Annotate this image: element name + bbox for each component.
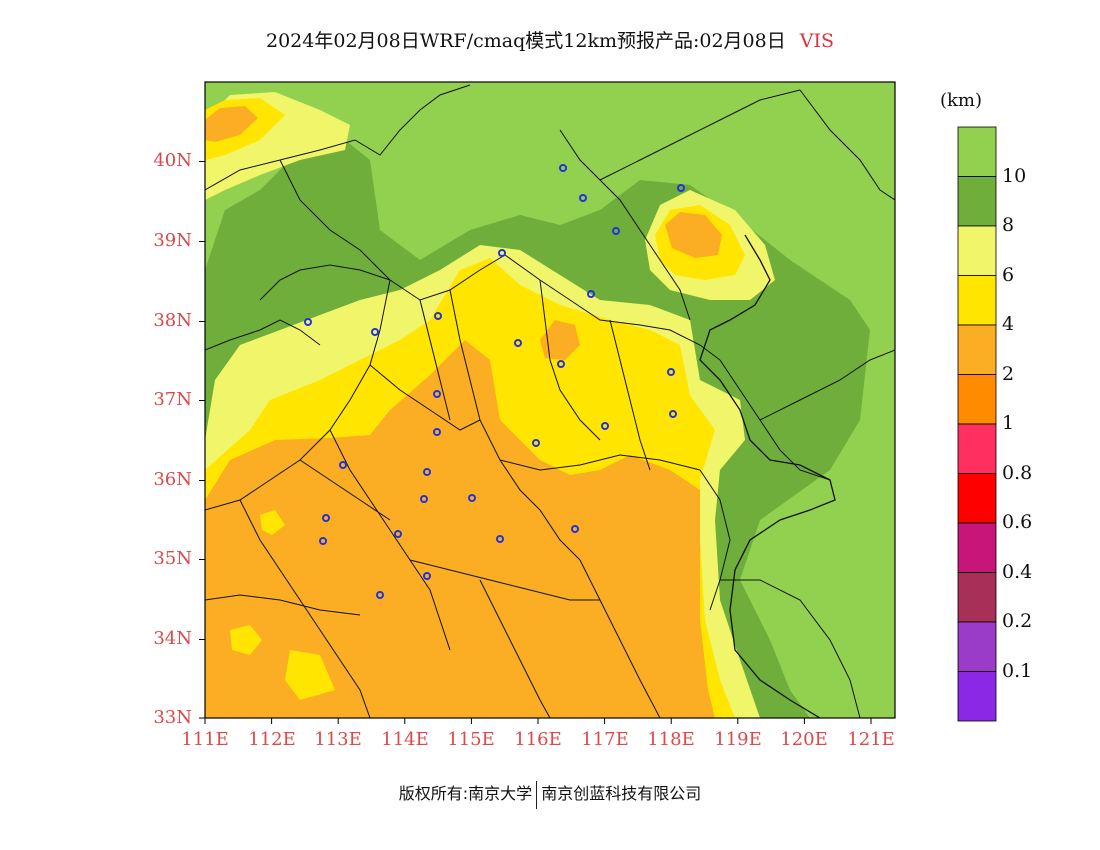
copyright-footer: 版权所有:南京大学 南京创蓝科技有限公司 — [0, 780, 1100, 809]
legend-label: 2 — [1002, 362, 1015, 385]
station-marker — [371, 328, 379, 336]
station-marker — [434, 312, 442, 320]
station-marker — [339, 461, 347, 469]
station-marker — [496, 535, 504, 543]
lon-label-115e: 115E — [447, 729, 495, 750]
station-marker — [612, 227, 620, 235]
lon-label-118e: 118E — [647, 729, 695, 750]
variable-label: VIS — [799, 30, 834, 52]
legend-label: 0.1 — [1002, 659, 1033, 682]
lat-label-33n: 33N — [153, 707, 192, 728]
legend-swatch — [957, 324, 997, 375]
legend-label: 8 — [1002, 214, 1015, 236]
legend-swatch — [957, 671, 997, 722]
copyright-separator — [536, 780, 538, 809]
legend-swatch — [957, 473, 997, 524]
station-marker — [376, 591, 384, 599]
vis-patch-4-6 — [230, 625, 262, 655]
station-marker — [557, 360, 565, 368]
legend-label: 10 — [1002, 164, 1027, 187]
legend-swatch — [957, 225, 997, 276]
station-markers — [304, 164, 685, 599]
legend-swatch — [957, 275, 997, 326]
station-marker — [587, 290, 595, 298]
map-title: 2024年02月08日WRF/cmaq模式12km预报产品:02月08日 VIS — [0, 26, 1100, 53]
vis-patch-4-6-c — [285, 650, 335, 700]
lat-label-37n: 37N — [153, 389, 192, 410]
lon-label-111e: 111E — [181, 729, 229, 750]
legend-label: 6 — [1002, 263, 1015, 286]
legend-label: 1 — [1002, 412, 1015, 434]
station-marker — [601, 422, 609, 430]
station-marker — [468, 494, 476, 502]
lat-label-38n: 38N — [153, 310, 192, 331]
legend-label: 4 — [1002, 313, 1015, 335]
station-marker — [514, 339, 522, 347]
lon-label-120e: 120E — [780, 729, 828, 750]
legend-label: 0.8 — [1002, 461, 1033, 484]
lon-label-117e: 117E — [581, 729, 629, 750]
station-marker — [667, 368, 675, 376]
legend-swatch — [957, 423, 997, 474]
vis-zone-2-4 — [205, 340, 715, 718]
station-marker — [322, 514, 330, 522]
legend-colorbar — [957, 126, 997, 722]
lon-label-116e: 116E — [514, 729, 562, 750]
vis-zone-2-4-ne — [665, 212, 722, 258]
station-marker — [394, 530, 402, 538]
copyright-left: 版权所有:南京大学 — [398, 784, 533, 803]
vis-patch-4-6-b — [260, 510, 285, 535]
title-text: 2024年02月08日WRF/cmaq模式12km预报产品:02月08日 — [266, 30, 786, 52]
vis-zone-2-4-center — [540, 320, 580, 360]
vis-zone-2-4-nw — [205, 106, 258, 142]
legend-label: 0.2 — [1002, 610, 1033, 632]
station-marker — [579, 194, 587, 202]
station-marker — [532, 439, 540, 447]
station-marker — [498, 249, 506, 257]
station-marker — [669, 410, 677, 418]
station-marker — [423, 468, 431, 476]
legend-swatch — [957, 374, 997, 425]
lon-label-121e: 121E — [847, 729, 895, 750]
station-marker — [423, 572, 431, 580]
station-marker — [571, 525, 579, 533]
station-marker — [420, 495, 428, 503]
lon-label-119e: 119E — [714, 729, 762, 750]
station-marker — [433, 390, 441, 398]
lat-label-39n: 39N — [153, 230, 192, 251]
legend-label: 0.4 — [1002, 560, 1033, 583]
legend-label: 0.6 — [1002, 511, 1033, 533]
lat-label-36n: 36N — [153, 469, 192, 490]
lat-label-34n: 34N — [153, 628, 192, 649]
station-marker — [433, 428, 441, 436]
lat-label-35n: 35N — [153, 548, 192, 569]
legend-swatch — [957, 522, 997, 573]
admin-boundaries — [205, 84, 895, 718]
legend-swatch — [957, 176, 997, 227]
station-marker — [319, 537, 327, 545]
coastline — [699, 234, 836, 718]
visibility-field — [205, 82, 895, 718]
station-marker — [677, 184, 685, 192]
lon-label-114e: 114E — [381, 729, 429, 750]
station-marker — [559, 164, 567, 172]
legend-unit: (km) — [940, 90, 983, 111]
legend-swatch — [957, 126, 997, 177]
axis-ticks — [199, 161, 872, 724]
lat-label-40n: 40N — [153, 150, 192, 171]
lon-label-112e: 112E — [248, 729, 296, 750]
station-marker — [304, 318, 312, 326]
legend-swatch — [957, 621, 997, 672]
lon-label-113e: 113E — [314, 729, 362, 750]
copyright-right: 南京创蓝科技有限公司 — [541, 784, 702, 803]
legend-swatch — [957, 572, 997, 623]
